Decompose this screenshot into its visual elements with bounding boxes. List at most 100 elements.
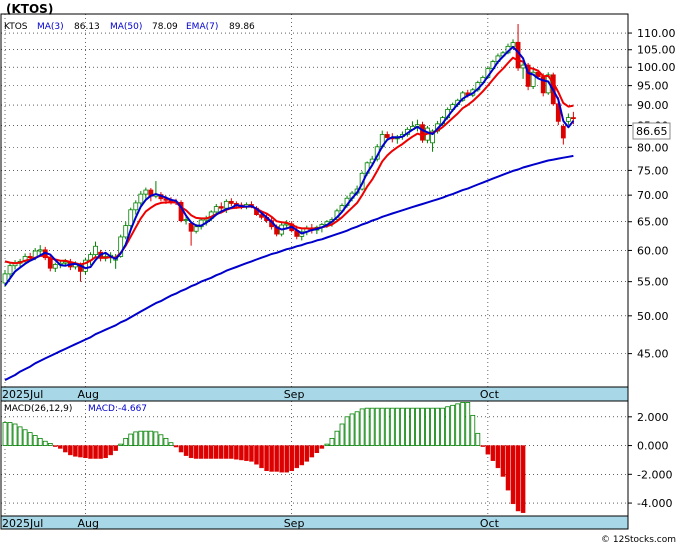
candle-body (128, 209, 134, 227)
candle-up (83, 257, 88, 275)
candle-body (138, 193, 144, 204)
macd-bar-positive (435, 407, 440, 446)
macd-bar-negative (173, 445, 179, 448)
macd-bar-positive (158, 434, 164, 446)
macd-tick-label: -4.000 (637, 497, 672, 510)
price-tick-label: 50.00 (637, 310, 669, 323)
macd-bar-negative (289, 445, 294, 471)
legend-symbol: KTOS (4, 22, 28, 32)
macd-bar-negative (193, 445, 199, 459)
date-label: 2025Jul (2, 388, 43, 401)
macd-bar-negative (490, 445, 496, 461)
candle-body (62, 261, 68, 264)
macd-bar-negative (254, 445, 259, 465)
macd-bar-negative (284, 445, 289, 473)
macd-legend: MACD(26,12,9) MACD:-4.667 (4, 404, 147, 414)
macd-bar-positive (128, 433, 134, 446)
candle-up (143, 187, 149, 199)
macd-bar-negative (314, 445, 320, 453)
macd-bar-negative (73, 445, 78, 457)
macd-bar-positive (334, 430, 340, 446)
macd-bar-negative (53, 445, 58, 447)
candle-body (52, 264, 58, 269)
last-price-box (632, 122, 671, 140)
candle-down (560, 123, 566, 145)
price-tick-label: 75.00 (637, 164, 669, 177)
macd-legend-value: MACD:-4.667 (88, 404, 147, 414)
macd-bar-positive (27, 432, 33, 446)
macd-bar-negative (58, 445, 63, 449)
candle-up (183, 216, 189, 225)
price-tick-label: 80.00 (637, 141, 669, 154)
candle-body (565, 117, 571, 122)
macd-bar-positive (148, 430, 154, 446)
ma3-line (4, 46, 575, 287)
macd-bar-positive (389, 407, 395, 446)
candle-up (138, 191, 144, 207)
macd-bar-negative (208, 445, 214, 459)
candle-body (384, 134, 390, 138)
macd-bar-positive (143, 430, 149, 446)
macd-bar-negative (234, 445, 239, 460)
macd-bar-positive (17, 426, 23, 446)
candle-body (510, 42, 516, 47)
macd-bar-negative (198, 445, 204, 459)
macd-bar-positive (420, 407, 425, 446)
candle-body (123, 225, 129, 238)
macd-bar-positive (163, 437, 169, 446)
macd-bar-negative (500, 445, 506, 477)
macd-bar-positive (47, 443, 53, 446)
macd-bar-positive (364, 407, 370, 446)
macd-bar-negative (229, 445, 234, 459)
macd-bar-negative (294, 445, 299, 469)
macd-bar-positive (22, 429, 28, 446)
macd-bar-positive (399, 407, 405, 446)
macd-bar-negative (108, 445, 113, 456)
macd-axis-ticks: 2.000 0.000 -2.000 -4.000 (628, 411, 672, 510)
price-tick-label: 95.00 (637, 80, 669, 93)
macd-bar-positive (359, 408, 365, 446)
legend-ema7-value: 89.86 (229, 22, 255, 32)
ema7-line (4, 56, 574, 266)
macd-bar-negative (480, 445, 486, 447)
macd-bar-positive (153, 431, 159, 446)
macd-bar-positive (379, 407, 385, 446)
macd-bar-positive (394, 407, 400, 446)
candle-up (93, 241, 98, 257)
macd-bar-positive (384, 407, 390, 446)
price-tick-label: 70.00 (637, 189, 669, 202)
macd-bar-positive (37, 437, 43, 446)
macd-bar-positive (344, 416, 350, 446)
date-label: Sep (284, 388, 305, 401)
macd-bar-positive (12, 423, 18, 446)
macd-bar-negative (113, 445, 118, 451)
macd-bar-positive (138, 430, 144, 446)
macd-bar-negative (244, 445, 249, 461)
candle-body (530, 71, 536, 87)
macd-bar-negative (495, 445, 501, 469)
candle-body (83, 259, 88, 272)
candle-body (2, 273, 8, 284)
candle-up (123, 221, 129, 240)
ma3-line-group (4, 46, 575, 287)
candle-up (7, 263, 13, 278)
last-price-value: 86.65 (636, 125, 668, 138)
macd-bar-positive (133, 431, 139, 446)
macd-bar-positive (455, 403, 461, 446)
macd-bar-positive (369, 407, 375, 446)
macd-bar-positive (32, 435, 38, 446)
candle-up (128, 207, 134, 231)
macd-bar-negative (219, 445, 224, 459)
legend-ma50-value: 78.09 (152, 22, 178, 32)
price-tick-label: 55.00 (637, 276, 669, 289)
macd-bar-positive (7, 422, 13, 446)
candle-body (420, 124, 425, 141)
date-label: Oct (480, 517, 500, 530)
candle-body (430, 130, 435, 144)
macd-bar-negative (319, 445, 325, 449)
macd-bar-positive (415, 407, 420, 446)
macd-bar-negative (505, 445, 511, 491)
macd-bar-positive (42, 440, 48, 446)
macd-tick-label: 2.000 (637, 411, 669, 424)
